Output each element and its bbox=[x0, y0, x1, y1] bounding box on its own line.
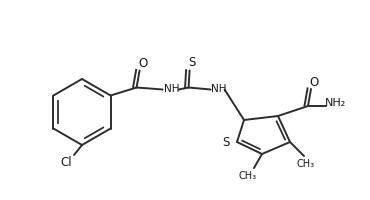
Text: S: S bbox=[188, 56, 195, 69]
Text: O: O bbox=[138, 57, 147, 70]
Text: Cl: Cl bbox=[60, 156, 72, 170]
Text: CH₃: CH₃ bbox=[239, 171, 257, 181]
Text: NH₂: NH₂ bbox=[324, 98, 346, 108]
Text: NH: NH bbox=[211, 84, 226, 94]
Text: CH₃: CH₃ bbox=[297, 159, 315, 169]
Text: S: S bbox=[222, 136, 230, 150]
Text: O: O bbox=[309, 75, 319, 88]
Text: NH: NH bbox=[164, 84, 179, 94]
